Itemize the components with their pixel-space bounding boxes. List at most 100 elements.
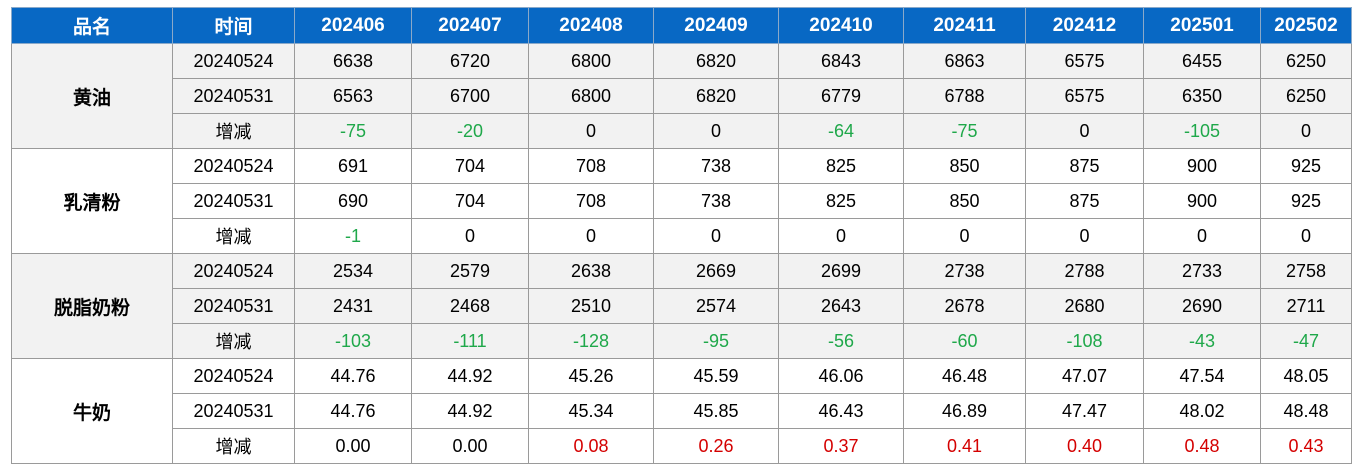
- price-value-cell: 45.59: [653, 358, 779, 394]
- change-value-cell: -60: [903, 323, 1026, 359]
- change-value-cell: 0: [1260, 218, 1352, 254]
- change-value-cell: 0.26: [653, 428, 779, 464]
- price-value-cell: 900: [1143, 148, 1261, 184]
- change-value-cell: 0: [653, 218, 779, 254]
- table-body: 黄油 20240524 6638 6720 6800 6820 6843 6863 6575 64…: [11, 43, 1352, 464]
- price-value-cell: 6563: [294, 78, 412, 114]
- table-row: 20240531 690 704 708 738 825 850 875 900 925: [12, 183, 1352, 219]
- price-value-cell: 708: [528, 148, 654, 184]
- change-value-cell: -75: [903, 113, 1026, 149]
- change-label-cell: 增减: [172, 113, 295, 149]
- header-cell: 品名: [11, 7, 173, 44]
- product-name-cell: 黄油: [11, 43, 173, 149]
- price-value-cell: 44.92: [411, 393, 529, 429]
- change-value-cell: -103: [294, 323, 412, 359]
- header-row: 品名 时间 202406 202407 202408 202409 202410…: [11, 7, 1352, 44]
- change-value-cell: 0.48: [1143, 428, 1261, 464]
- change-value-cell: 0.00: [411, 428, 529, 464]
- date-cell: 20240524: [172, 43, 295, 79]
- price-value-cell: 2699: [778, 253, 904, 289]
- price-value-cell: 2733: [1143, 253, 1261, 289]
- table-row: 牛奶 20240524 44.76 44.92 45.26 45.59 46.06 46.48…: [11, 358, 1352, 464]
- price-value-cell: 2758: [1260, 253, 1352, 289]
- price-value-cell: 46.06: [778, 358, 904, 394]
- price-value-cell: 6788: [903, 78, 1026, 114]
- change-value-cell: -56: [778, 323, 904, 359]
- price-value-cell: 6843: [778, 43, 904, 79]
- price-value-cell: 825: [778, 183, 904, 219]
- header-cell: 202412: [1025, 7, 1144, 44]
- price-value-cell: 850: [903, 183, 1026, 219]
- price-value-cell: 44.76: [294, 358, 412, 394]
- price-value-cell: 691: [294, 148, 412, 184]
- price-value-cell: 2711: [1260, 288, 1352, 324]
- change-value-cell: 0: [903, 218, 1026, 254]
- change-value-cell: 0.43: [1260, 428, 1352, 464]
- change-value-cell: -43: [1143, 323, 1261, 359]
- header-cell: 202501: [1143, 7, 1261, 44]
- price-value-cell: 6575: [1025, 78, 1144, 114]
- date-cell: 20240531: [172, 288, 295, 324]
- price-value-cell: 2534: [294, 253, 412, 289]
- header-cell: 202410: [778, 7, 904, 44]
- change-label-cell: 增减: [172, 218, 295, 254]
- price-value-cell: 704: [411, 148, 529, 184]
- price-value-cell: 46.43: [778, 393, 904, 429]
- table-row: 20240531 44.76 44.92 45.34 45.85 46.43 46.89 47…: [12, 393, 1352, 429]
- product-name-cell: 乳清粉: [11, 148, 173, 254]
- change-value-cell: 0.37: [778, 428, 904, 464]
- change-value-cell: 0: [1025, 113, 1144, 149]
- price-value-cell: 2669: [653, 253, 779, 289]
- change-label-cell: 增减: [172, 428, 295, 464]
- date-cell: 20240531: [172, 183, 295, 219]
- table-row: 乳清粉 20240524 691 704 708 738 825 850 875 900 925: [11, 148, 1352, 254]
- price-value-cell: 2690: [1143, 288, 1261, 324]
- price-value-cell: 47.07: [1025, 358, 1144, 394]
- price-value-cell: 2788: [1025, 253, 1144, 289]
- price-value-cell: 738: [653, 148, 779, 184]
- date-cell: 20240531: [172, 78, 295, 114]
- change-value-cell: 0.41: [903, 428, 1026, 464]
- price-value-cell: 925: [1260, 148, 1352, 184]
- table-row: 黄油 20240524 6638 6720 6800 6820 6843 6863 6575 64…: [11, 43, 1352, 149]
- price-table-container: 品名 时间 202406 202407 202408 202409 202410…: [11, 7, 1352, 464]
- price-value-cell: 45.85: [653, 393, 779, 429]
- price-value-cell: 6820: [653, 78, 779, 114]
- price-value-cell: 6575: [1025, 43, 1144, 79]
- change-value-cell: 0: [1143, 218, 1261, 254]
- change-value-cell: -128: [528, 323, 654, 359]
- price-value-cell: 2678: [903, 288, 1026, 324]
- table-row: 增减 -103 -111 -128 -95 -56 -60 -108 -43 -47: [12, 323, 1352, 359]
- price-value-cell: 44.76: [294, 393, 412, 429]
- header-cell: 202409: [653, 7, 779, 44]
- header-cell: 202408: [528, 7, 654, 44]
- price-value-cell: 850: [903, 148, 1026, 184]
- price-value-cell: 46.89: [903, 393, 1026, 429]
- price-value-cell: 47.47: [1025, 393, 1144, 429]
- change-value-cell: -111: [411, 323, 529, 359]
- change-value-cell: -1: [294, 218, 412, 254]
- change-value-cell: -20: [411, 113, 529, 149]
- price-value-cell: 925: [1260, 183, 1352, 219]
- header-cell: 202411: [903, 7, 1026, 44]
- price-value-cell: 875: [1025, 148, 1144, 184]
- price-value-cell: 6638: [294, 43, 412, 79]
- change-label-cell: 增减: [172, 323, 295, 359]
- table-row: 20240531 6563 6700 6800 6820 6779 6788 6575 6350…: [12, 78, 1352, 114]
- price-value-cell: 6250: [1260, 78, 1352, 114]
- date-cell: 20240524: [172, 253, 295, 289]
- table-row: 增减 -1 0 0 0 0 0 0 0 0: [12, 218, 1352, 254]
- price-value-cell: 45.26: [528, 358, 654, 394]
- change-value-cell: -105: [1143, 113, 1261, 149]
- price-value-cell: 6863: [903, 43, 1026, 79]
- price-value-cell: 900: [1143, 183, 1261, 219]
- change-value-cell: 0: [1260, 113, 1352, 149]
- price-value-cell: 48.48: [1260, 393, 1352, 429]
- price-value-cell: 6250: [1260, 43, 1352, 79]
- date-cell: 20240531: [172, 393, 295, 429]
- change-value-cell: -95: [653, 323, 779, 359]
- price-value-cell: 2431: [294, 288, 412, 324]
- price-value-cell: 2738: [903, 253, 1026, 289]
- table-row: 增减 -75 -20 0 0 -64 -75 0 -105 0: [12, 113, 1352, 149]
- price-value-cell: 875: [1025, 183, 1144, 219]
